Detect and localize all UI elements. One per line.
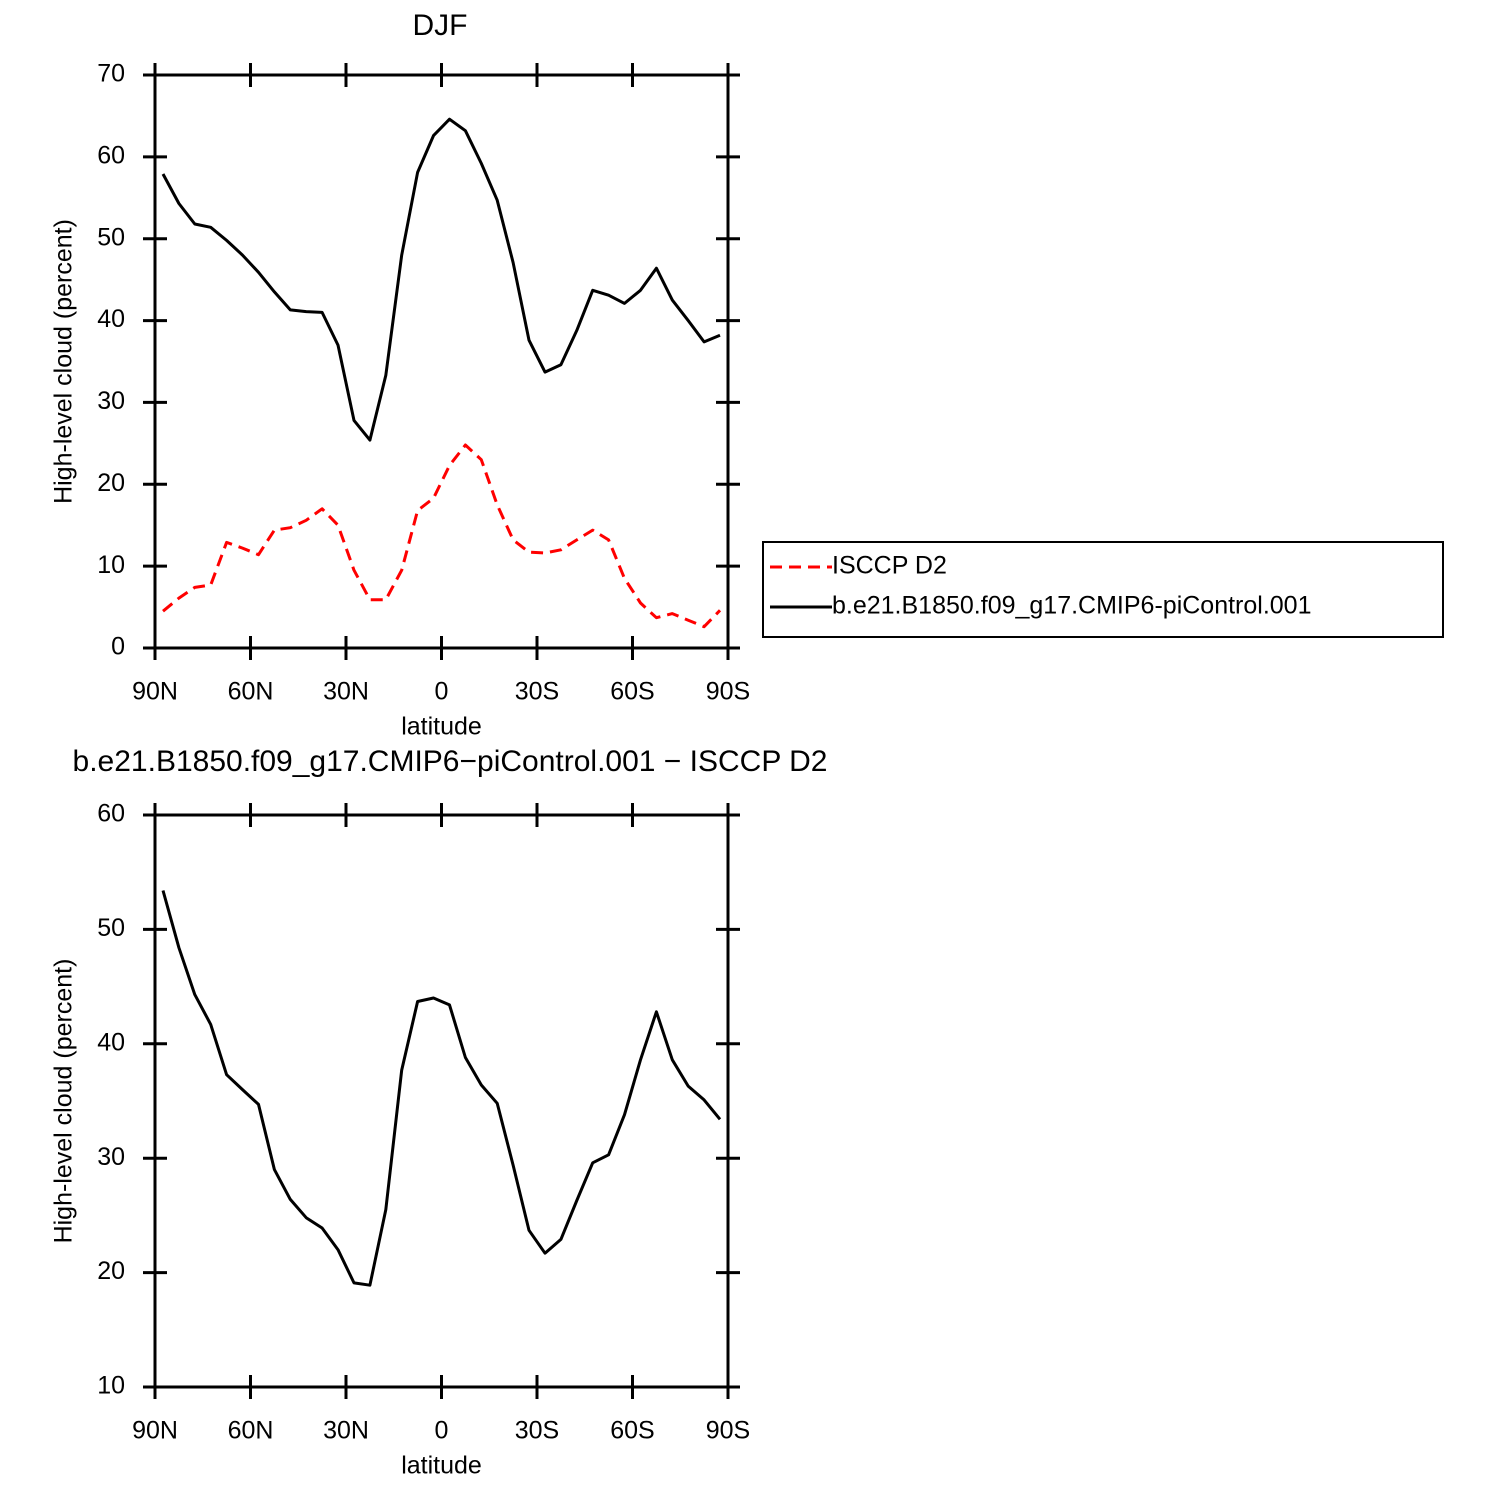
data-line xyxy=(162,443,722,629)
x-tick-label: 60N xyxy=(228,1417,274,1445)
data-line xyxy=(161,890,722,1287)
x-tick-label: 90N xyxy=(132,678,178,706)
x-tick-label: 30S xyxy=(515,1417,559,1445)
plot-frame xyxy=(153,73,730,650)
x-tick-label: 60S xyxy=(610,1417,654,1445)
y-tick-label: 30 xyxy=(97,1143,125,1171)
legend-label: ISCCP D2 xyxy=(832,552,947,580)
y-tick-label: 40 xyxy=(97,1028,125,1056)
x-axis-label: latitude xyxy=(401,1452,482,1480)
y-tick-label: 40 xyxy=(97,305,125,333)
legend-label: b.e21.B1850.f09_g17.CMIP6-piControl.001 xyxy=(832,592,1312,620)
y-tick-label: 10 xyxy=(97,551,125,579)
x-axis-label: latitude xyxy=(401,713,482,741)
chart-title: b.e21.B1850.f09_g17.CMIP6−piControl.001 … xyxy=(73,745,828,778)
y-tick-label: 60 xyxy=(97,800,125,828)
y-tick-label: 10 xyxy=(97,1372,125,1400)
data-line xyxy=(161,117,721,442)
y-tick-label: 50 xyxy=(97,914,125,942)
legend-box xyxy=(762,541,1444,638)
y-axis-label: High-level cloud (percent) xyxy=(50,959,78,1244)
x-tick-label: 30S xyxy=(515,678,559,706)
y-tick-label: 70 xyxy=(97,60,125,88)
y-tick-label: 20 xyxy=(97,1257,125,1285)
y-tick-label: 60 xyxy=(97,141,125,169)
y-tick-label: 0 xyxy=(111,633,125,661)
x-tick-label: 60S xyxy=(610,678,654,706)
y-tick-label: 30 xyxy=(97,387,125,415)
x-tick-label: 0 xyxy=(435,1417,449,1445)
x-tick-label: 30N xyxy=(323,1417,369,1445)
x-tick-label: 90S xyxy=(706,678,750,706)
chart-title: DJF xyxy=(413,9,468,42)
x-tick-label: 0 xyxy=(435,678,449,706)
y-tick-label: 50 xyxy=(97,223,125,251)
plot-frame xyxy=(153,813,730,1389)
x-tick-label: 90N xyxy=(132,1417,178,1445)
x-tick-label: 30N xyxy=(323,678,369,706)
y-tick-label: 20 xyxy=(97,469,125,497)
x-tick-label: 60N xyxy=(228,678,274,706)
x-tick-label: 90S xyxy=(706,1417,750,1445)
y-axis-label: High-level cloud (percent) xyxy=(50,219,78,504)
